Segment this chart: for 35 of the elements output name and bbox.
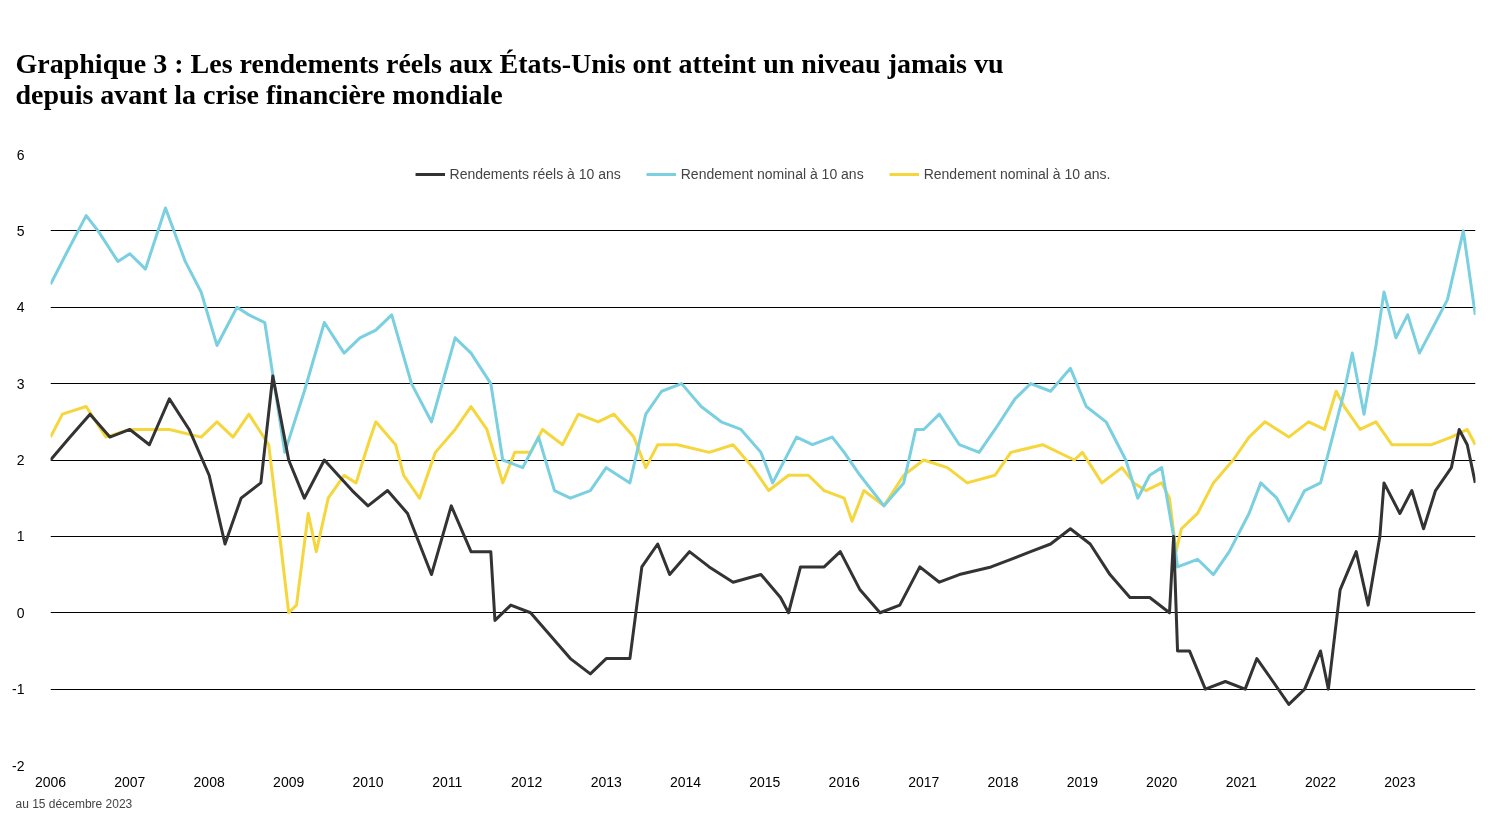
x-tick-label: 2006 [34,773,67,790]
y-tick-label: -2 [12,757,25,774]
x-tick-label: 2019 [1066,773,1099,790]
x-tick-label: 2007 [114,773,146,790]
x-tick-label: 2010 [352,773,384,790]
y-tick-label: 1 [16,528,25,545]
x-tick-label: 2018 [987,773,1019,790]
y-tick-label: 3 [16,375,25,392]
y-tick-label: 5 [16,222,25,239]
chart-title: Graphique 3 : Les rendements réels aux États-Unis ont atteint un niveau jamais vu depuis avant la crise financière mondiale [15,47,1004,110]
legend-label: Rendement nominal à 10 ans. [923,166,1111,182]
legend-label: Rendement nominal à 10 ans [680,166,864,182]
text: au 15 décembre 2023 [15,796,133,811]
x-tick-label: 2023 [1384,773,1416,790]
y-tick-label: 4 [16,299,25,316]
x-tick-label: 2022 [1304,773,1337,790]
line-series [50,206,1476,577]
line-series [50,389,1476,615]
x-tick-label: 2011 [432,773,463,790]
x-tick-label: 2016 [828,773,860,790]
legend-label: Rendements réels à 10 ans [449,166,621,182]
x-tick-label: 2017 [908,773,940,790]
x-tick-label: 2008 [193,773,225,790]
x-tick-label: 2012 [511,773,543,790]
line-series [50,374,1476,706]
y-tick-label: 6 [16,146,25,163]
x-tick-label: 2014 [669,773,702,790]
x-tick-label: 2021 [1225,773,1258,790]
y-tick-label: 2 [16,452,25,468]
x-tick-label: 2015 [749,773,781,790]
y-tick-label: -1 [12,681,25,698]
x-tick-label: 2009 [273,773,305,790]
x-tick-label: 2013 [590,773,622,790]
x-tick-label: 2020 [1146,773,1178,790]
y-tick-label: 0 [16,604,25,621]
